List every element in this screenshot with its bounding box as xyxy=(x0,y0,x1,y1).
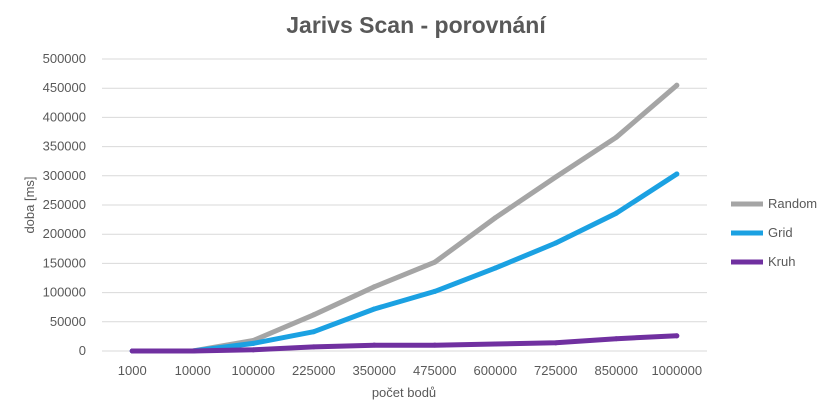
data-point-kruh xyxy=(129,348,135,354)
data-point-grid xyxy=(492,265,498,271)
series-lines xyxy=(129,82,680,354)
legend-label-random: Random xyxy=(768,196,817,211)
x-axis-title: počet bodů xyxy=(372,385,436,400)
x-tick-label: 225000 xyxy=(292,363,335,378)
y-tick-label: 100000 xyxy=(43,285,86,300)
y-axis-ticks: 0 50000 100000 150000 200000 250000 300000 3500… xyxy=(43,51,86,358)
x-tick-label: 850000 xyxy=(595,363,638,378)
data-point-grid xyxy=(674,171,680,177)
y-tick-label: 300000 xyxy=(43,168,86,183)
data-point-kruh xyxy=(190,348,196,354)
data-point-kruh xyxy=(311,344,317,350)
data-point-random xyxy=(553,174,559,180)
data-point-kruh xyxy=(432,342,438,348)
y-tick-label: 500000 xyxy=(43,51,86,66)
y-tick-label: 250000 xyxy=(43,197,86,212)
y-tick-label: 350000 xyxy=(43,139,86,154)
series-line-random xyxy=(129,82,680,354)
x-tick-label: 1000000 xyxy=(651,363,702,378)
y-tick-label: 0 xyxy=(79,343,86,358)
x-tick-label: 725000 xyxy=(534,363,577,378)
data-point-random xyxy=(492,215,498,221)
data-point-kruh xyxy=(553,340,559,346)
data-point-grid xyxy=(553,240,559,246)
x-tick-label: 600000 xyxy=(474,363,517,378)
x-tick-label: 475000 xyxy=(413,363,456,378)
y-tick-label: 200000 xyxy=(43,226,86,241)
y-tick-label: 150000 xyxy=(43,255,86,270)
legend-label-kruh: Kruh xyxy=(768,254,795,269)
x-tick-label: 100000 xyxy=(232,363,275,378)
x-tick-label: 1000 xyxy=(118,363,147,378)
data-point-kruh xyxy=(371,342,377,348)
y-tick-label: 400000 xyxy=(43,109,86,124)
data-point-kruh xyxy=(674,333,680,339)
data-point-random xyxy=(674,82,680,88)
series-line-kruh xyxy=(129,333,680,354)
x-tick-label: 350000 xyxy=(353,363,396,378)
grid xyxy=(102,58,707,352)
data-point-kruh xyxy=(613,336,619,342)
x-axis-ticks: 1000 10000 100000 225000 350000 475000 600000 7… xyxy=(118,363,702,378)
x-tick-label: 10000 xyxy=(175,363,211,378)
series-line-grid xyxy=(129,171,680,354)
data-point-random xyxy=(432,259,438,265)
data-point-random xyxy=(613,134,619,140)
data-point-grid xyxy=(613,210,619,216)
data-point-random xyxy=(371,284,377,290)
legend: Random Grid Kruh xyxy=(731,196,817,269)
y-tick-label: 50000 xyxy=(50,314,86,329)
data-point-grid xyxy=(371,306,377,312)
data-point-grid xyxy=(432,288,438,294)
data-point-grid xyxy=(250,340,256,346)
data-point-random xyxy=(311,312,317,318)
data-point-kruh xyxy=(492,341,498,347)
y-axis-title: doba [ms] xyxy=(22,176,37,233)
chart-title: Jarivs Scan - porovnání xyxy=(286,12,547,38)
data-point-kruh xyxy=(250,347,256,353)
legend-label-grid: Grid xyxy=(768,225,793,240)
data-point-grid xyxy=(311,329,317,335)
y-tick-label: 450000 xyxy=(43,80,86,95)
